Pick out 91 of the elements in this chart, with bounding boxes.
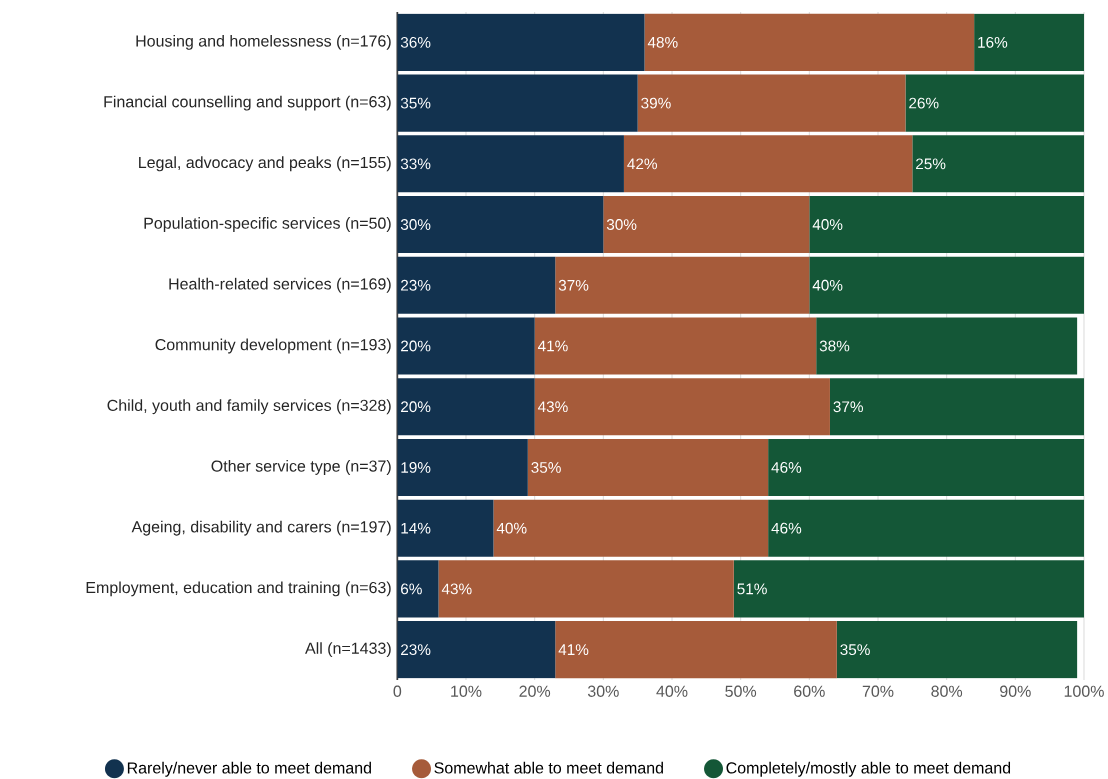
x-tick-label: 10%: [451, 685, 482, 698]
bar: [637, 74, 906, 132]
bar: [623, 135, 913, 193]
data-label: 39%: [641, 97, 671, 109]
data-label: 37%: [833, 401, 864, 413]
bar: [397, 196, 604, 254]
data-label: 19%: [401, 462, 431, 474]
y-tick-label: Health-related services (n=169): [169, 278, 391, 293]
data-label: 41%: [537, 340, 568, 352]
bar: [397, 439, 528, 497]
x-tick-label: 100%: [1064, 685, 1104, 698]
data-label: 30%: [400, 219, 431, 231]
bar: [555, 621, 837, 679]
y-tick-label: Legal, advocacy and peaks (n=155): [139, 156, 391, 172]
data-label: 23%: [401, 644, 431, 656]
data-label: 16%: [978, 37, 1008, 48]
data-label: 46%: [771, 522, 802, 534]
bar: [534, 378, 830, 436]
x-tick-label: 50%: [725, 685, 757, 698]
bar: [912, 135, 1084, 193]
data-label: 35%: [531, 462, 561, 474]
bar: [733, 560, 1084, 618]
data-label: 43%: [441, 583, 472, 595]
data-label: 30%: [606, 219, 637, 231]
bar: [397, 317, 535, 375]
data-label: 6%: [401, 583, 422, 595]
data-label: 42%: [627, 158, 658, 170]
bar: [768, 439, 1084, 497]
y-tick-label: Community development (n=193): [155, 338, 391, 354]
data-label: 51%: [737, 583, 767, 595]
data-label: 25%: [916, 158, 946, 170]
bar: [809, 256, 1084, 314]
data-label: 41%: [558, 644, 589, 656]
data-label: 35%: [840, 644, 870, 656]
bar: [397, 621, 556, 679]
y-tick-label: All (n=1433): [305, 642, 391, 658]
data-label: 40%: [496, 522, 527, 534]
bar: [397, 74, 638, 132]
bar: [829, 378, 1084, 436]
bar: [527, 439, 769, 497]
data-label: 40%: [812, 219, 843, 231]
x-tick-label: 80%: [931, 685, 963, 698]
data-label: 36%: [400, 37, 431, 48]
bar: [397, 378, 535, 436]
data-label: 23%: [401, 280, 431, 291]
data-label: 43%: [537, 401, 568, 413]
legend-label: Completely/mostly able to meet demand: [726, 762, 1011, 777]
y-tick-label: Ageing, disability and carers (n=197): [131, 520, 391, 536]
y-tick-label: Housing and homelessness (n=176): [136, 35, 391, 50]
bar: [397, 135, 624, 193]
data-label: 46%: [771, 462, 802, 474]
bar: [644, 14, 975, 72]
bar: [603, 196, 810, 254]
bar: [836, 621, 1078, 679]
y-tick-label: Other service type (n=37): [211, 460, 391, 476]
bar: [397, 14, 645, 72]
data-label: 33%: [400, 158, 431, 170]
data-label: 26%: [909, 97, 939, 109]
x-tick-label: 40%: [656, 685, 688, 698]
bar: [397, 560, 439, 618]
data-label: 40%: [812, 280, 843, 291]
bar: [493, 499, 769, 557]
data-label: 20%: [401, 340, 431, 352]
legend-label: Rarely/never able to meet demand: [127, 762, 371, 777]
y-tick-label: Population-specific services (n=50): [144, 217, 391, 233]
bar: [768, 499, 1084, 557]
data-label: 48%: [647, 37, 678, 48]
data-label: 35%: [400, 97, 431, 109]
x-tick-label: 20%: [519, 685, 551, 698]
bar: [809, 196, 1084, 254]
data-label: 37%: [558, 280, 589, 291]
bar: [397, 499, 494, 557]
y-tick-label: Child, youth and family services (n=328): [107, 399, 391, 415]
bar: [974, 14, 1084, 72]
data-label: 20%: [401, 401, 431, 413]
x-tick-label: 90%: [1000, 685, 1031, 698]
x-tick-label: 30%: [587, 685, 619, 698]
bar: [397, 256, 556, 314]
y-tick-label: Financial counselling and support (n=63): [104, 95, 391, 111]
data-label: 14%: [401, 522, 431, 534]
bar: [534, 317, 817, 375]
x-tick-label: 70%: [862, 685, 894, 698]
bar: [438, 560, 734, 618]
data-label: 38%: [819, 340, 850, 352]
x-tick-label: 60%: [794, 685, 825, 698]
bar: [555, 256, 810, 314]
legend-label: Somewhat able to meet demand: [434, 762, 663, 774]
bar: [905, 74, 1084, 132]
y-tick-label: Employment, education and training (n=63): [86, 581, 391, 597]
x-tick-label: 0: [393, 685, 402, 698]
bar: [816, 317, 1078, 375]
